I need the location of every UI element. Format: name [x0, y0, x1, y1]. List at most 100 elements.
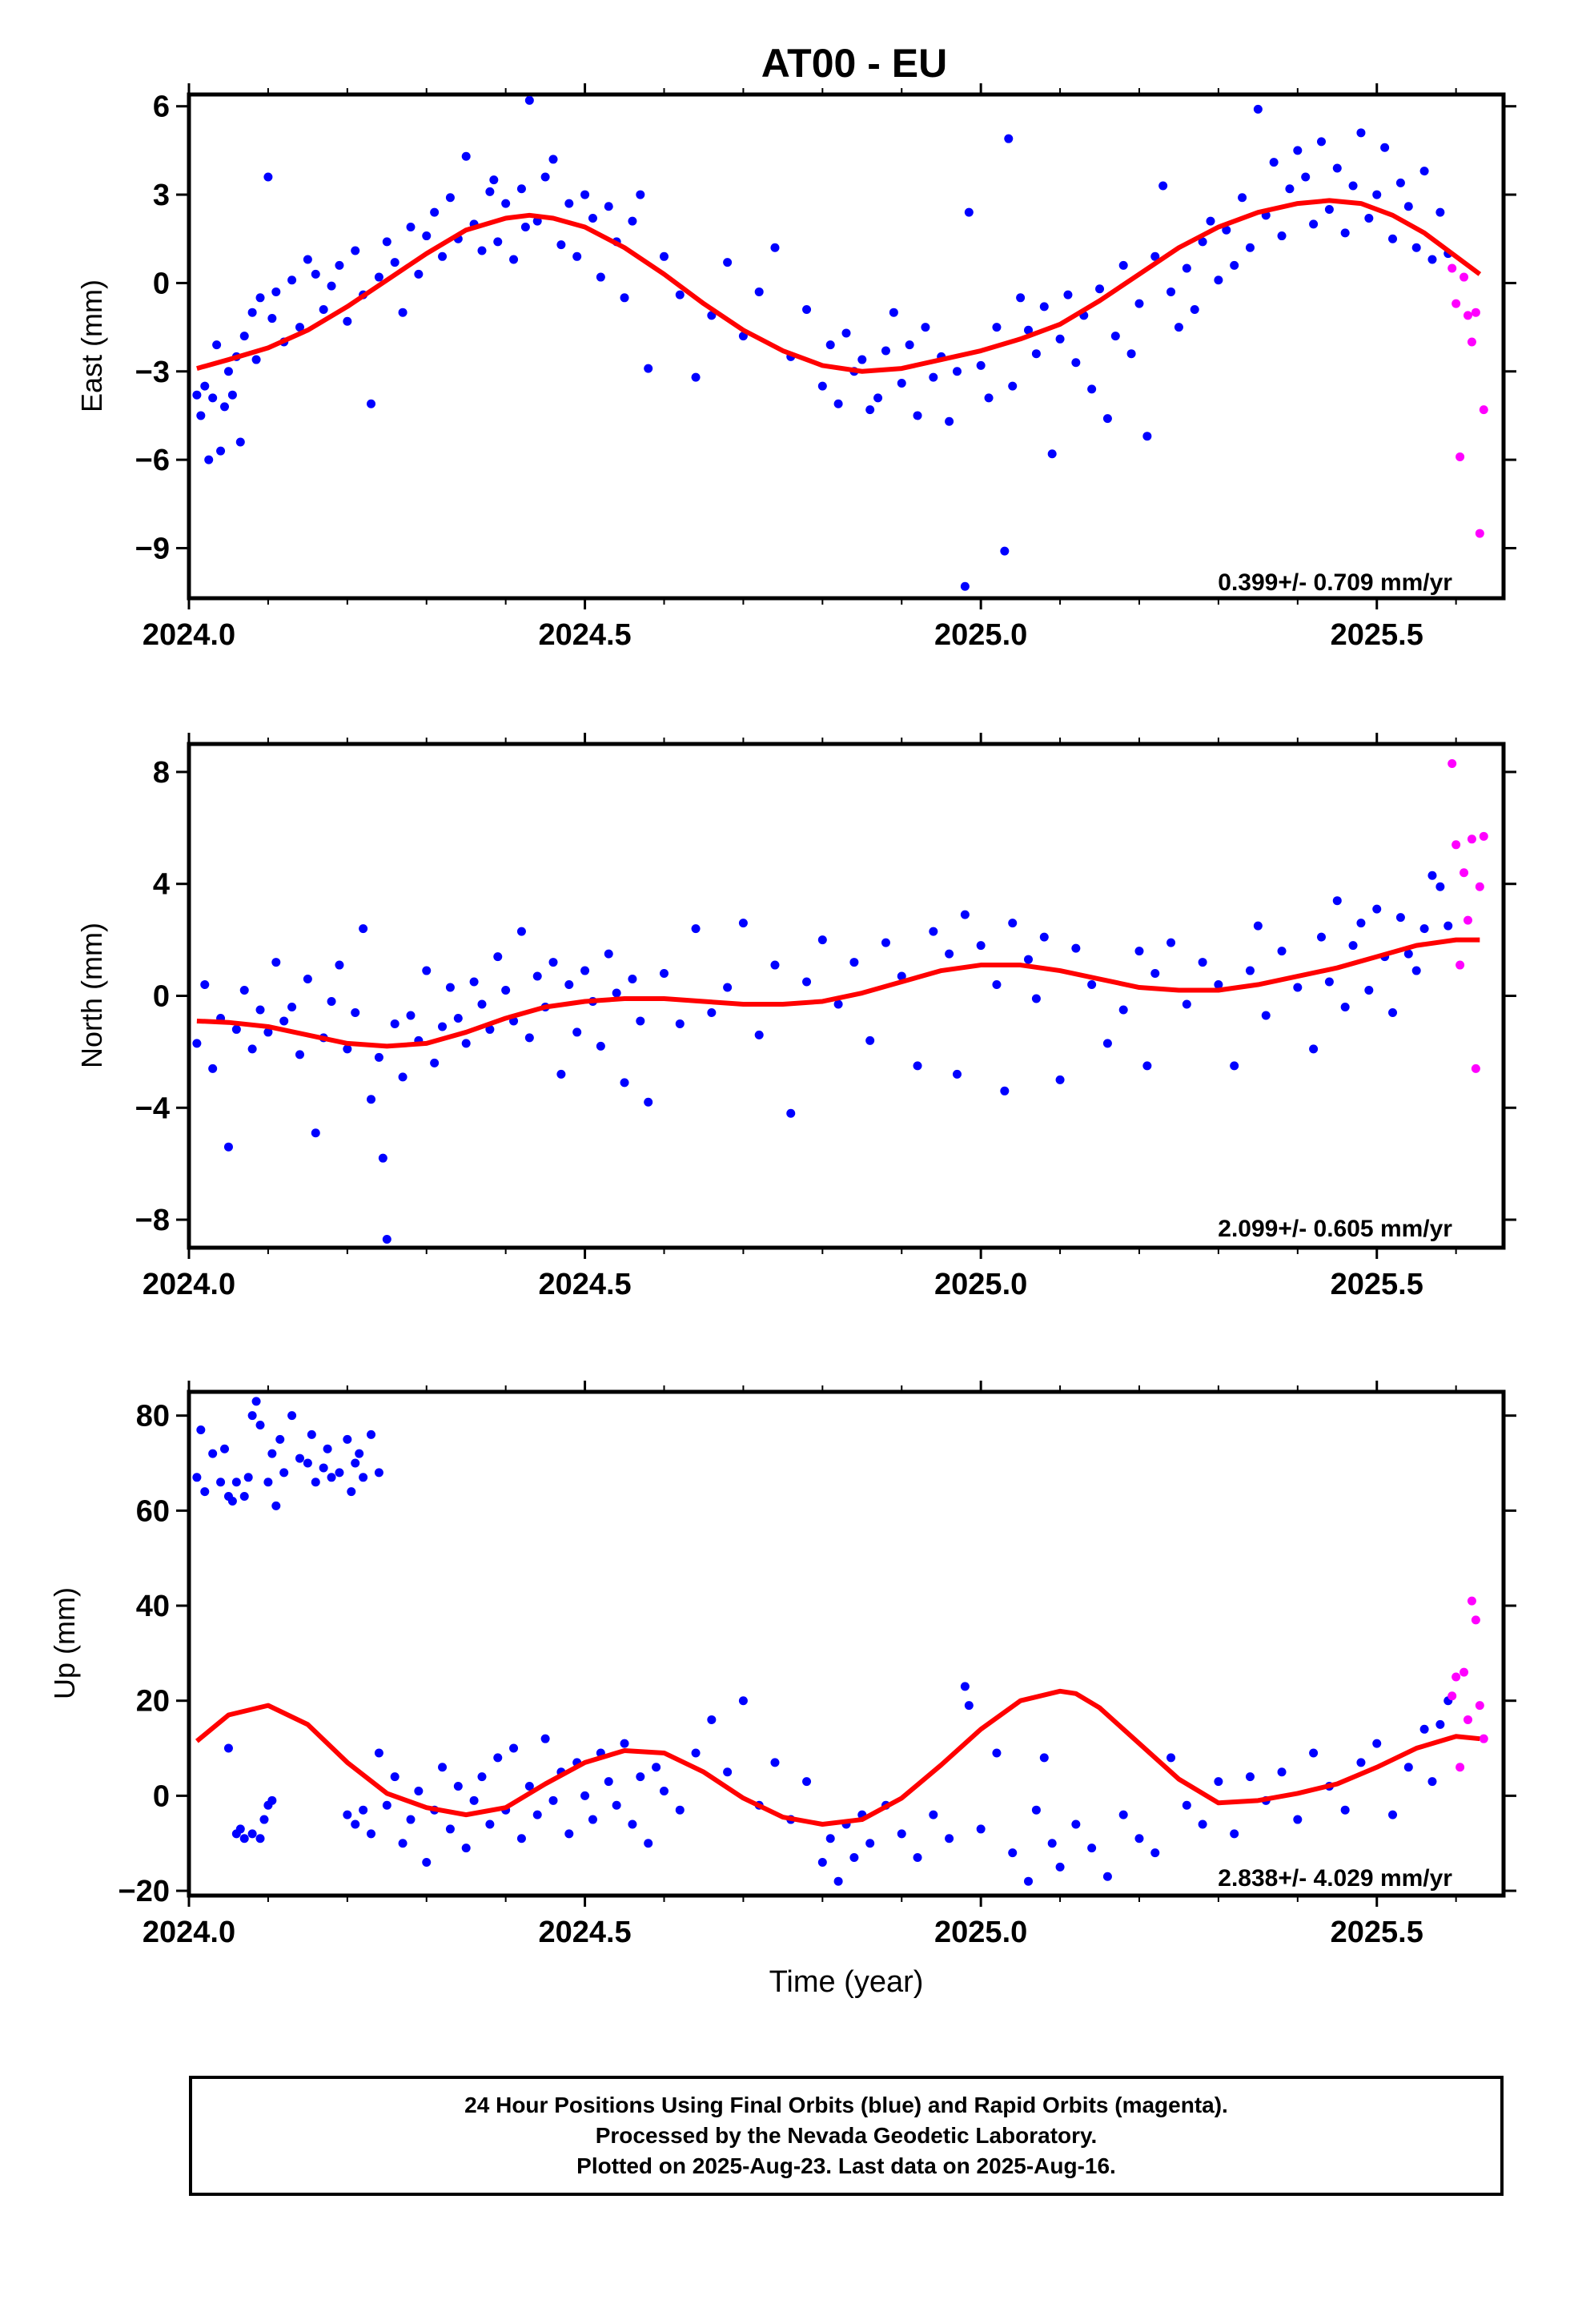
rapid-point-up: [1447, 1691, 1457, 1701]
final-point-east: [770, 243, 780, 252]
final-point-east: [493, 237, 503, 247]
final-point-east: [414, 269, 424, 279]
final-point-east: [596, 272, 605, 282]
final-point-east: [335, 260, 344, 270]
final-point-east: [1055, 334, 1065, 344]
final-point-east: [548, 155, 558, 164]
final-point-up: [865, 1839, 875, 1848]
final-point-up: [1047, 1839, 1057, 1848]
final-point-east: [223, 367, 233, 376]
final-point-east: [960, 581, 970, 591]
rapid-point-up: [1467, 1596, 1476, 1606]
rapid-point-north: [1471, 1063, 1480, 1073]
final-point-east: [343, 316, 352, 326]
final-point-up: [1182, 1800, 1191, 1810]
final-point-up: [196, 1425, 206, 1434]
final-point-east: [295, 323, 304, 332]
final-point-up: [897, 1829, 906, 1839]
final-point-north: [303, 975, 312, 984]
rapid-point-north: [1463, 915, 1472, 925]
rapid-point-up: [1475, 1701, 1484, 1711]
x-tick-label-up: 2025.0: [934, 1916, 1027, 1949]
final-point-up: [311, 1478, 320, 1487]
final-point-east: [929, 372, 938, 382]
final-point-north: [1071, 943, 1081, 953]
final-point-east: [461, 151, 471, 161]
final-point-up: [1102, 1872, 1112, 1881]
final-point-east: [367, 399, 376, 408]
final-point-north: [1316, 932, 1326, 942]
final-point-east: [817, 381, 827, 391]
final-point-up: [485, 1819, 495, 1829]
final-point-up: [1427, 1777, 1437, 1787]
final-point-north: [1008, 919, 1018, 928]
x-tick-label-north: 2025.5: [1331, 1268, 1423, 1301]
y-axis-label-up: Up (mm): [48, 1587, 81, 1699]
final-point-up: [1230, 1829, 1239, 1839]
final-point-north: [398, 1072, 408, 1082]
final-point-east: [430, 207, 440, 217]
y-axis-label-east: East (mm): [75, 279, 108, 412]
final-point-north: [849, 958, 859, 967]
final-point-up: [267, 1795, 277, 1805]
final-point-east: [485, 187, 495, 196]
final-point-east: [1190, 305, 1199, 315]
final-point-north: [1245, 966, 1255, 975]
final-point-north: [335, 960, 344, 970]
final-point-east: [208, 393, 218, 403]
final-point-east: [540, 172, 550, 182]
rapid-point-east: [1479, 405, 1488, 415]
y-tick-label-east: −6: [135, 444, 170, 477]
final-point-north: [1388, 1007, 1398, 1017]
model-curve-east: [196, 198, 1482, 374]
rapid-point-north: [1452, 840, 1461, 850]
final-point-east: [1316, 137, 1326, 147]
final-point-east: [1087, 384, 1097, 394]
final-point-up: [367, 1429, 376, 1439]
final-point-up: [319, 1463, 328, 1473]
x-tick-label-north: 2024.0: [143, 1268, 235, 1301]
final-point-east: [976, 360, 986, 370]
final-point-north: [572, 1027, 582, 1037]
final-point-up: [652, 1763, 661, 1772]
final-point-up: [976, 1824, 986, 1834]
final-point-up: [659, 1786, 669, 1795]
final-point-north: [378, 1153, 387, 1163]
final-point-east: [604, 202, 613, 211]
final-point-north: [453, 1013, 463, 1023]
final-point-north: [675, 1019, 685, 1028]
final-point-east: [1269, 158, 1279, 167]
plot-area-up: [187, 1389, 1506, 1898]
final-point-east: [1016, 293, 1026, 303]
final-point-north: [477, 999, 487, 1009]
final-point-east: [825, 340, 835, 350]
final-point-east: [1142, 432, 1152, 441]
final-point-up: [327, 1473, 336, 1482]
final-point-east: [723, 258, 733, 267]
final-point-up: [1435, 1719, 1445, 1729]
final-point-north: [1055, 1075, 1065, 1084]
final-point-north: [1427, 870, 1437, 880]
x-tick-label-east: 2025.5: [1331, 618, 1423, 652]
final-point-east: [227, 390, 237, 400]
final-point-north: [1087, 980, 1097, 990]
final-point-east: [287, 275, 297, 285]
final-point-east: [239, 332, 249, 341]
final-point-north: [422, 966, 432, 975]
final-point-north: [367, 1095, 376, 1104]
final-point-north: [208, 1063, 218, 1073]
final-point-east: [628, 216, 637, 226]
final-point-north: [1309, 1044, 1319, 1054]
final-point-up: [644, 1839, 653, 1848]
rapid-point-up: [1479, 1734, 1488, 1743]
final-point-east: [1395, 178, 1405, 187]
final-point-east: [691, 372, 701, 382]
final-point-up: [469, 1795, 479, 1805]
final-point-east: [1340, 228, 1350, 238]
final-point-east: [445, 193, 455, 203]
rapid-point-up: [1460, 1667, 1469, 1677]
rate-label-north: 2.099+/- 0.605 mm/yr: [1218, 1216, 1452, 1242]
final-point-east: [1222, 225, 1231, 235]
final-point-up: [343, 1810, 352, 1819]
final-point-east: [1253, 104, 1263, 114]
